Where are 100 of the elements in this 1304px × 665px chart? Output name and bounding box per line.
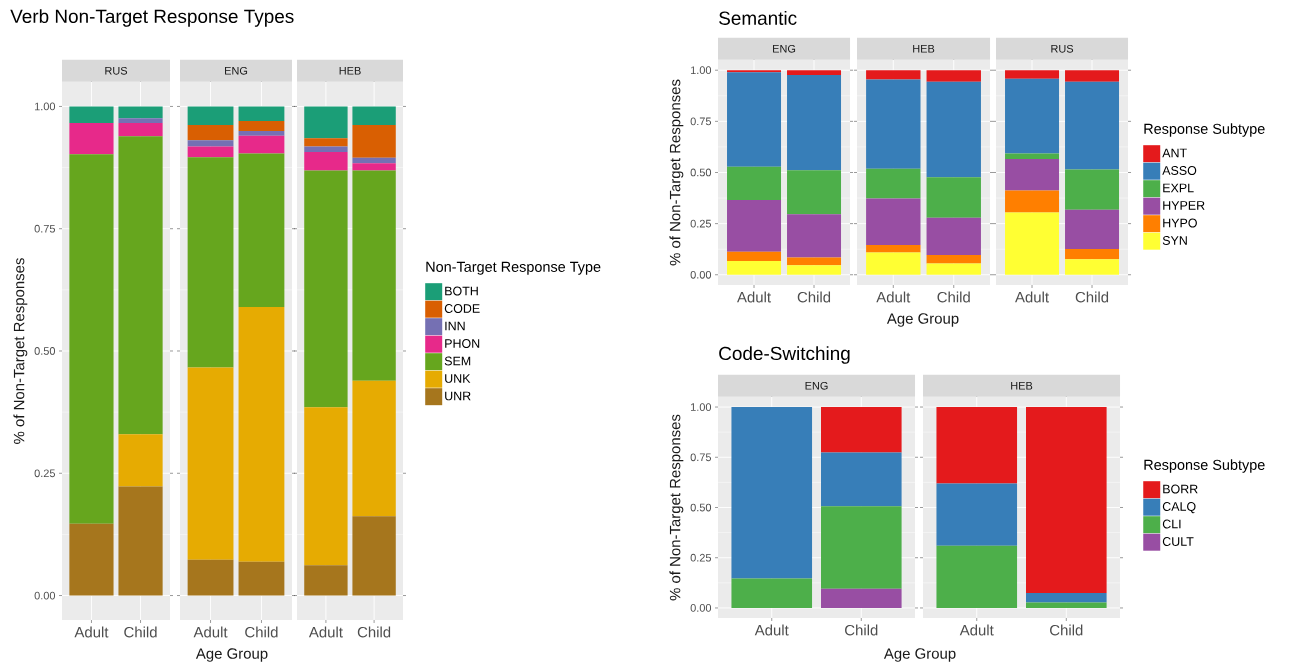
bar bbox=[1005, 78, 1060, 154]
x-tick-label: Child bbox=[1075, 291, 1109, 303]
bar bbox=[787, 75, 842, 171]
bar bbox=[187, 559, 234, 596]
bar bbox=[118, 434, 163, 487]
bar bbox=[352, 380, 396, 517]
legend-label: ANT bbox=[1162, 148, 1187, 158]
bar bbox=[187, 140, 234, 147]
x-tick-label: Adult bbox=[876, 291, 911, 303]
bar bbox=[352, 516, 396, 596]
bar bbox=[304, 407, 348, 566]
x-axis-title: Age Group bbox=[883, 648, 956, 662]
legend-label: SYN bbox=[1162, 236, 1187, 245]
bar bbox=[1005, 153, 1060, 159]
chart-title: Verb Non-Target Response Types bbox=[10, 9, 294, 27]
chart-subtitle: ENG bbox=[225, 66, 248, 75]
legend-label: BORR bbox=[1163, 484, 1198, 494]
legend-label: PHON bbox=[445, 339, 480, 348]
bar bbox=[1065, 248, 1120, 260]
x-tick-label: Adult bbox=[308, 626, 343, 638]
bar bbox=[187, 367, 234, 560]
x-tick-label: Child bbox=[937, 291, 970, 303]
bar bbox=[187, 125, 234, 141]
bar bbox=[238, 121, 285, 131]
bar bbox=[1005, 212, 1060, 275]
legend-label: EXPL bbox=[1163, 183, 1194, 193]
legend-label: ASSO bbox=[1162, 166, 1197, 175]
bar bbox=[727, 261, 782, 275]
bar bbox=[69, 154, 114, 524]
y-tick-label: 0.75 bbox=[690, 117, 712, 126]
bar bbox=[304, 138, 348, 147]
legend-label: INN bbox=[445, 321, 465, 331]
bar bbox=[936, 407, 1018, 484]
chart-subtitle: HEB bbox=[913, 45, 935, 53]
legend-title: Response Subtype bbox=[1144, 459, 1265, 473]
bar bbox=[118, 486, 163, 596]
y-tick-label: 0.25 bbox=[34, 469, 56, 478]
bar bbox=[787, 265, 842, 275]
chart-subtitle: RUS bbox=[105, 66, 128, 75]
y-axis-title: % of Non-Target Responses bbox=[13, 258, 28, 444]
bar bbox=[866, 252, 921, 275]
chart-subtitle: RUS bbox=[1051, 44, 1074, 53]
bar bbox=[118, 118, 163, 124]
bar bbox=[352, 106, 396, 126]
bar bbox=[1026, 602, 1107, 608]
bar bbox=[69, 523, 114, 596]
legend-label: HYPER bbox=[1163, 201, 1205, 210]
chart-subtitle: HEB bbox=[1011, 382, 1033, 390]
bar bbox=[238, 130, 285, 136]
chart-subtitle: HEB bbox=[339, 67, 361, 75]
x-tick-label: Child bbox=[845, 624, 878, 636]
x-tick-label: Adult bbox=[959, 624, 994, 636]
x-tick-label: Child bbox=[1050, 624, 1083, 636]
y-tick-label: 0.00 bbox=[34, 591, 56, 600]
bar bbox=[1065, 70, 1120, 82]
y-tick-label: 0.50 bbox=[34, 347, 56, 355]
bar bbox=[238, 153, 285, 307]
legend-title: Non-Target Response Type bbox=[426, 261, 601, 275]
bar bbox=[926, 217, 981, 256]
bar bbox=[936, 545, 1018, 608]
chart-subtitle: ENG bbox=[805, 381, 828, 390]
bar bbox=[936, 483, 1018, 546]
legend-label: HYPO bbox=[1163, 218, 1197, 228]
bar bbox=[787, 257, 842, 266]
bar bbox=[304, 151, 348, 171]
legend-label: CLI bbox=[1162, 519, 1181, 529]
bar bbox=[1065, 259, 1120, 275]
bar bbox=[926, 70, 981, 82]
x-tick-label: Child bbox=[357, 626, 391, 638]
bar bbox=[187, 146, 234, 158]
legend-label: SEM bbox=[444, 356, 471, 366]
bar bbox=[118, 136, 163, 435]
bar bbox=[352, 125, 396, 158]
bar bbox=[238, 561, 285, 596]
bar bbox=[69, 106, 114, 124]
y-tick-label: 1.00 bbox=[34, 102, 56, 111]
bar bbox=[238, 135, 285, 154]
chart-title: Code-Switching bbox=[719, 346, 850, 364]
bar bbox=[238, 306, 285, 562]
x-tick-label: Adult bbox=[1015, 291, 1049, 303]
x-tick-label: Child bbox=[124, 626, 157, 638]
bar bbox=[304, 146, 348, 152]
x-tick-label: Child bbox=[797, 291, 831, 303]
bar bbox=[866, 168, 921, 199]
x-tick-label: Adult bbox=[754, 624, 789, 636]
y-axis-title: % of Non-Target Responses bbox=[669, 79, 684, 266]
bar bbox=[118, 123, 163, 137]
bar bbox=[352, 163, 396, 171]
legend-label: UNK bbox=[445, 374, 471, 383]
bar bbox=[926, 177, 981, 218]
y-tick-label: 0.50 bbox=[690, 168, 712, 177]
bar bbox=[821, 506, 902, 589]
chart-title: Semantic bbox=[719, 11, 797, 25]
legend-label: CALQ bbox=[1162, 502, 1196, 514]
x-axis-title: Age Group bbox=[195, 648, 268, 662]
x-axis-title: Age Group bbox=[886, 313, 959, 327]
y-tick-label: 0.75 bbox=[34, 224, 56, 233]
bar bbox=[69, 123, 114, 155]
bar bbox=[926, 263, 981, 275]
legend-label: CULT bbox=[1162, 537, 1194, 546]
